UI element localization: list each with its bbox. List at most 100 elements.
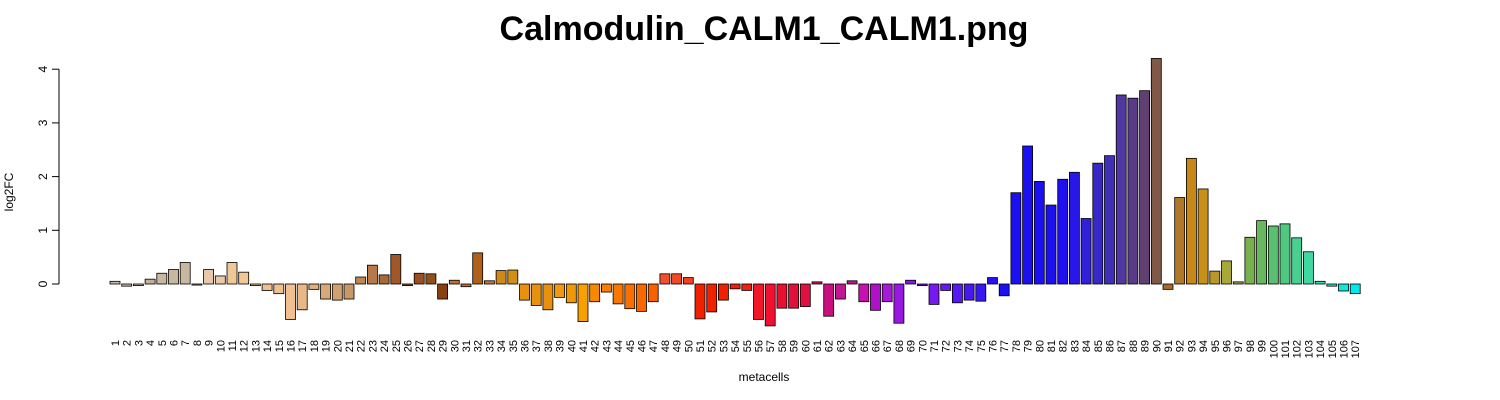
bar [472,252,484,285]
x-tick-label: 49 [672,340,684,352]
x-tick-label: 86 [1105,340,1117,352]
y-tick-label: 0 [36,280,50,287]
bar [1162,283,1174,290]
x-tick-label: 76 [988,340,1000,352]
x-tick-label: 6 [169,340,181,346]
bar [249,283,261,287]
x-tick-label: 11 [227,340,239,351]
x-tick-label: 67 [882,340,894,352]
bar [1267,225,1279,285]
y-axis: 0 1 2 3 4 [36,66,60,287]
x-tick-label: 28 [426,340,438,352]
x-tick-label: 88 [1128,340,1140,352]
x-tick-label: 51 [695,340,707,352]
bar [753,283,764,320]
bar [601,283,612,293]
x-tick-label: 91 [1163,340,1175,352]
bar [1174,197,1186,285]
x-tick-label: 64 [847,340,859,352]
bar [448,279,460,285]
bar [542,283,554,311]
x-tick-label: 66 [871,340,883,352]
x-tick-label: 38 [543,340,555,352]
y-axis-label: log2FC [2,172,16,211]
bar [402,283,413,287]
x-tick-label: 31 [461,340,473,352]
bar [1221,260,1232,285]
x-tick-label: 90 [1151,340,1163,352]
bar [261,283,273,291]
x-tick-label: 75 [976,340,988,352]
bar [799,283,811,307]
x-tick-label: 18 [309,340,321,352]
bar [835,283,846,300]
x-tick-label: 20 [332,340,344,352]
bar [788,283,799,309]
x-tick-label: 33 [484,340,496,352]
bar [554,283,565,298]
bar [425,273,437,285]
x-tick-label: 36 [520,340,532,352]
x-tick-label: 103 [1303,340,1315,358]
bar [1010,192,1022,285]
bar [1349,283,1361,295]
bar [858,283,870,303]
y-tick-label: 4 [36,66,50,73]
bar [191,283,203,286]
x-tick-label: 104 [1315,340,1327,358]
bar [378,274,390,285]
x-tick-label: 81 [1046,340,1058,352]
bar [1069,171,1080,285]
x-tick-label: 87 [1116,340,1128,352]
x-tick-label: 72 [941,340,953,352]
x-tick-label: 62 [824,340,836,352]
bar [132,283,144,287]
x-tick-label: 25 [391,340,403,352]
bar [1256,220,1267,285]
bar [390,254,402,285]
x-tick-label: 3 [133,340,145,346]
x-tick-label: 63 [835,340,847,352]
bar [776,283,788,309]
x-tick-label: 92 [1175,340,1187,352]
bar [519,283,530,301]
x-tick-label: 10 [215,340,227,352]
bar [320,283,332,300]
bar [1186,157,1197,285]
x-tick-label: 54 [730,340,742,352]
bar [987,277,998,285]
x-tick-label: 9 [204,340,216,346]
x-tick-label: 79 [1023,340,1035,352]
x-tick-label: 48 [660,340,672,352]
x-tick-label: 106 [1339,340,1351,358]
bar [671,273,682,285]
x-tick-label: 45 [625,340,637,352]
x-tick-label: 57 [765,340,777,352]
bar [530,283,542,306]
bar [1080,218,1092,285]
bar [1150,58,1162,285]
x-tick-label: 32 [473,340,485,352]
x-tick-label: 5 [157,340,169,346]
x-tick-label: 73 [952,340,964,352]
bar [764,283,776,327]
x-tick-label: 53 [718,340,730,352]
bar [1127,97,1139,285]
bar [460,283,472,288]
bar [706,283,718,313]
bar [1045,204,1057,285]
bar [846,280,858,285]
x-tick-label: 37 [531,340,543,352]
bar [226,262,238,285]
x-tick-label: 19 [321,340,333,352]
bar [905,279,916,285]
bar [238,271,250,285]
x-tick-label: 97 [1233,340,1245,352]
x-tick-label: 60 [800,340,812,352]
bar [916,283,928,287]
bar [893,283,905,324]
x-tick-label: 52 [707,340,719,352]
bar [1279,223,1291,285]
